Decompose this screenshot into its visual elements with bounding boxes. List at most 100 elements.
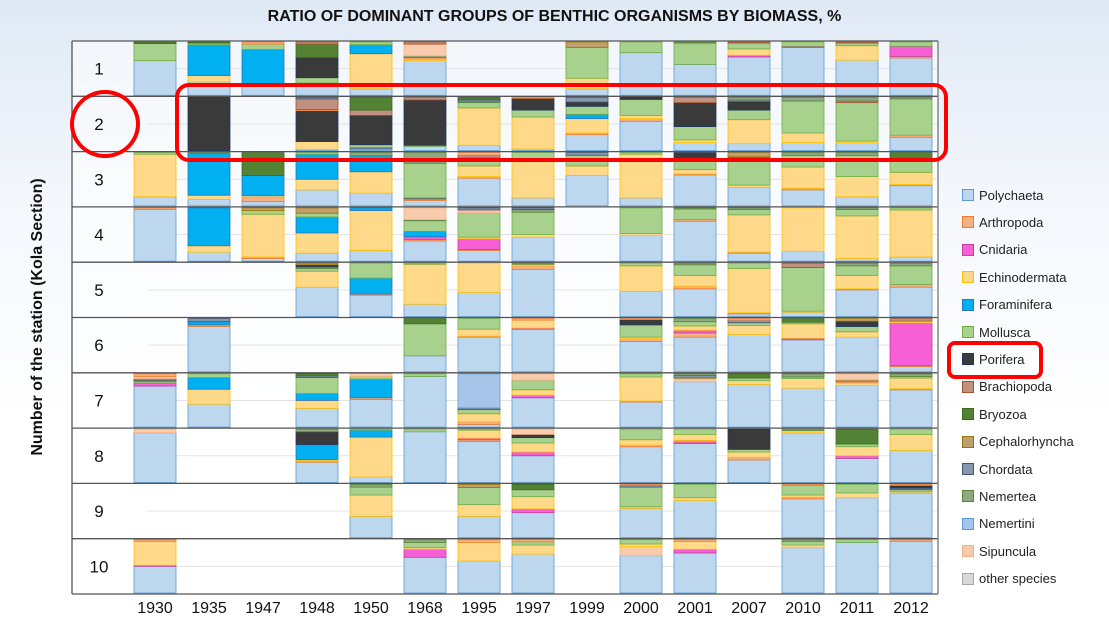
bar-segment-polychaeta — [457, 177, 501, 207]
station-label: 10 — [90, 557, 109, 576]
bar-segment-polychaeta — [295, 408, 339, 428]
bar-segment-polychaeta — [781, 251, 825, 262]
x-tick-label: 2011 — [840, 600, 875, 617]
bar-segment-nemertea — [673, 41, 717, 44]
bar-segment-bryozoa — [457, 96, 501, 100]
bar-segment-echinodermata — [241, 213, 285, 258]
bar-segment-echinodermata — [511, 160, 555, 199]
bar-segment-echinodermata — [511, 389, 555, 396]
bar-segment-foraminifera — [295, 444, 339, 460]
bar-segment-bryozoa — [133, 41, 177, 44]
bar-segment-bryozoa — [295, 43, 339, 58]
bar-segment-echinodermata — [727, 380, 771, 385]
bar-segment-mollusca — [781, 540, 825, 546]
bar-segment-polychaeta — [781, 311, 825, 317]
bar-segment-mollusca — [673, 483, 717, 499]
legend-swatch — [962, 189, 974, 201]
bar-segment-polychaeta — [133, 432, 177, 483]
station-label: 8 — [94, 447, 103, 466]
bar-segment-polychaeta — [349, 294, 393, 317]
bar-segment-echinodermata — [619, 265, 663, 292]
bar-segment-polychaeta — [835, 289, 879, 317]
bar-segment-nemertea — [349, 152, 393, 157]
legend-item-other-species: other species — [962, 571, 1056, 587]
bar-segment-nemertea — [727, 207, 771, 210]
bar-segment-polychaeta — [187, 199, 231, 207]
bar-segment-mollusca — [835, 483, 879, 494]
bar-segment-nemertea — [781, 428, 825, 432]
station-label: 9 — [94, 502, 103, 521]
bar-segment-bryozoa — [781, 318, 825, 323]
legend-swatch — [962, 298, 974, 311]
bar-segment-polychaeta — [781, 46, 825, 96]
bar-segment-mollusca — [835, 539, 879, 543]
bar-segment-cephalorhyncha — [565, 41, 609, 48]
bar-segment-mollusca — [349, 428, 393, 431]
bar-segment-mollusca — [133, 43, 177, 62]
bar-segment-foraminifera — [349, 207, 393, 211]
bar-segment-mollusca — [349, 262, 393, 279]
bar-segment-echinodermata — [673, 540, 717, 550]
bar-segment-echinodermata — [727, 451, 771, 458]
bar-segment-chordata — [511, 207, 555, 210]
bar-segment-polychaeta — [673, 499, 717, 539]
bar-segment-polychaeta — [619, 52, 663, 96]
bar-segment-echinodermata — [295, 270, 339, 288]
bar-segment-echinodermata — [619, 439, 663, 446]
bar-segment-echinodermata — [295, 232, 339, 254]
bar-segment-nemertea — [889, 96, 933, 100]
bar-segment-echinodermata — [619, 376, 663, 402]
bar-segment-cnidaria — [889, 322, 933, 366]
bar-segment-arthropoda — [619, 483, 663, 486]
legend-item-brachiopoda: Brachiopoda — [962, 379, 1052, 395]
bar-segment-mollusca — [835, 326, 879, 333]
bar-segment-nemertea — [889, 373, 933, 377]
bar-segment-polychaeta — [889, 185, 933, 207]
bar-segment-echinodermata — [187, 75, 231, 83]
legend-item-cephalorhyncha: Cephalorhyncha — [962, 434, 1074, 450]
bar-segment-mollusca — [403, 162, 447, 199]
bar-segment-mollusca — [457, 318, 501, 330]
bar-segment-echinodermata — [457, 541, 501, 562]
bar-segment-echinodermata — [889, 434, 933, 451]
legend-swatch — [962, 216, 974, 229]
bar-segment-sipuncula — [619, 546, 663, 557]
bar-segment-mollusca — [511, 437, 555, 444]
bar-segment-mollusca — [889, 41, 933, 47]
bar-segment-nemertea — [403, 539, 447, 543]
bar-segment-nemertea — [781, 96, 825, 102]
bar-segment-polychaeta — [835, 458, 879, 483]
bar-segment-polychaeta — [403, 431, 447, 483]
legend-label: Polychaeta — [979, 187, 1044, 203]
bar-segment-polychaeta — [187, 403, 231, 428]
chart-title: RATIO OF DOMINANT GROUPS OF BENTHIC ORGA… — [267, 8, 842, 25]
bar-segment-foraminifera — [241, 175, 285, 197]
bar-segment-polychaeta — [349, 398, 393, 428]
bar-segment-foraminifera — [349, 429, 393, 438]
bar-segment-mollusca — [619, 207, 663, 234]
bar-segment-mollusca — [673, 321, 717, 327]
bar-segment-nemertea — [781, 152, 825, 156]
bar-segment-polychaeta — [781, 339, 825, 373]
legend-label: Nemertea — [979, 488, 1037, 504]
bar-segment-echinodermata — [835, 446, 879, 457]
bar-segment-polychaeta — [403, 200, 447, 207]
bar-segment-chordata — [187, 318, 231, 323]
bar-segment-polychaeta — [673, 336, 717, 373]
bar-segment-arthropoda — [241, 41, 285, 45]
bar-segment-nemertea — [889, 262, 933, 267]
bar-segment-mollusca — [619, 373, 663, 378]
bar-segment-polychaeta — [619, 507, 663, 539]
bar-segment-foraminifera — [187, 207, 231, 247]
bar-segment-nemertea — [727, 96, 771, 101]
bar-segment-echinodermata — [835, 275, 879, 290]
legend-swatch — [962, 243, 974, 256]
bar-segment-bryozoa — [835, 428, 879, 445]
bar-segment-foraminifera — [187, 44, 231, 76]
bar-segment-polychaeta — [889, 256, 933, 262]
bar-segment-arthropoda — [619, 318, 663, 320]
bar-segment-mollusca — [403, 541, 447, 549]
bar-segment-mollusca — [889, 160, 933, 173]
bar-segment-echinodermata — [781, 323, 825, 339]
bar-segment-foraminifera — [349, 378, 393, 399]
